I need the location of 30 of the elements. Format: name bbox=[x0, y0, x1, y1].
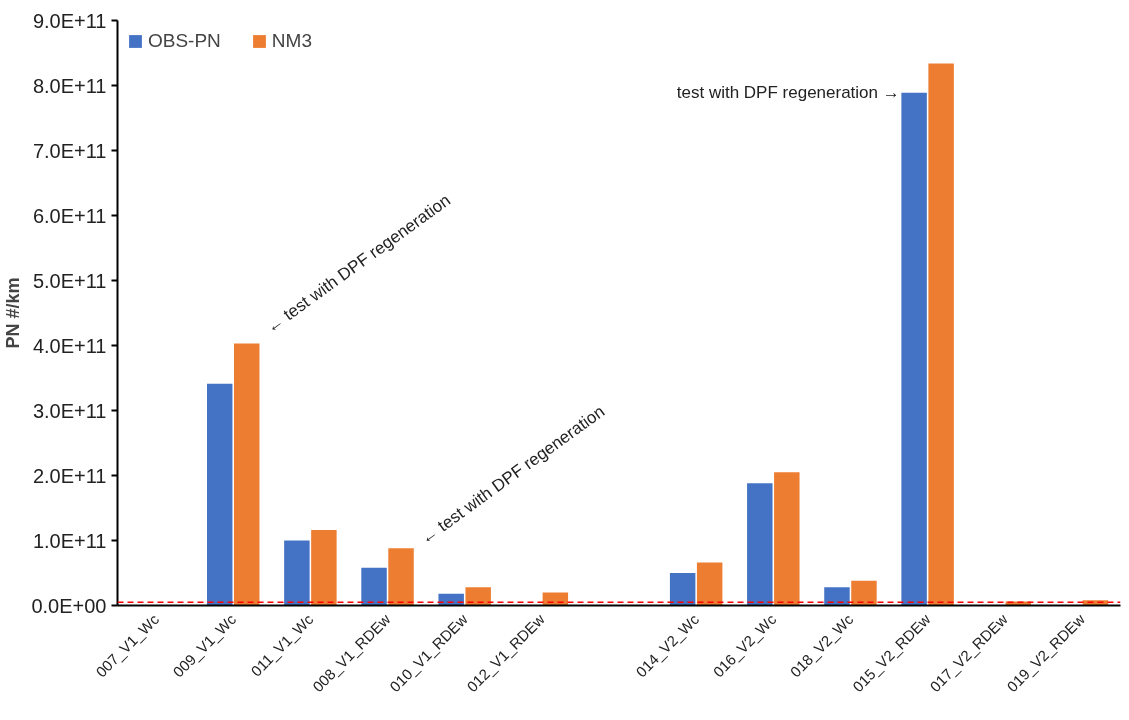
bar bbox=[311, 530, 337, 606]
y-tick-label: 2.0E+11 bbox=[32, 464, 107, 487]
bar bbox=[465, 587, 491, 606]
bar bbox=[361, 567, 387, 606]
y-tick-label: 6.0E+11 bbox=[32, 204, 107, 227]
bar bbox=[824, 587, 850, 606]
y-tick-label: 9.0E+11 bbox=[32, 9, 107, 32]
bar bbox=[388, 548, 414, 606]
bar bbox=[207, 383, 233, 606]
bar bbox=[774, 472, 800, 606]
bar bbox=[851, 580, 877, 606]
y-tick-label: 3.0E+11 bbox=[32, 399, 107, 422]
y-tick-label: 0.0E+00 bbox=[31, 594, 107, 617]
annotation: test with DPF regeneration → bbox=[676, 83, 900, 103]
bar bbox=[928, 63, 954, 606]
bar bbox=[669, 573, 696, 606]
bar bbox=[696, 562, 723, 606]
bar bbox=[901, 92, 927, 606]
y-tick-label: 5.0E+11 bbox=[32, 269, 107, 292]
y-tick-label: 4.0E+11 bbox=[32, 334, 107, 357]
y-axis-title: PN #/km bbox=[3, 277, 24, 349]
bar bbox=[284, 540, 310, 606]
legend-label: NM3 bbox=[271, 30, 312, 52]
y-tick-label: 1.0E+11 bbox=[32, 529, 107, 552]
legend-label: OBS-PN bbox=[148, 30, 221, 52]
bar bbox=[747, 483, 773, 606]
y-tick-label: 7.0E+11 bbox=[32, 139, 107, 162]
y-tick-label: 8.0E+11 bbox=[32, 74, 107, 97]
bar bbox=[234, 343, 260, 606]
bar bbox=[438, 593, 464, 606]
